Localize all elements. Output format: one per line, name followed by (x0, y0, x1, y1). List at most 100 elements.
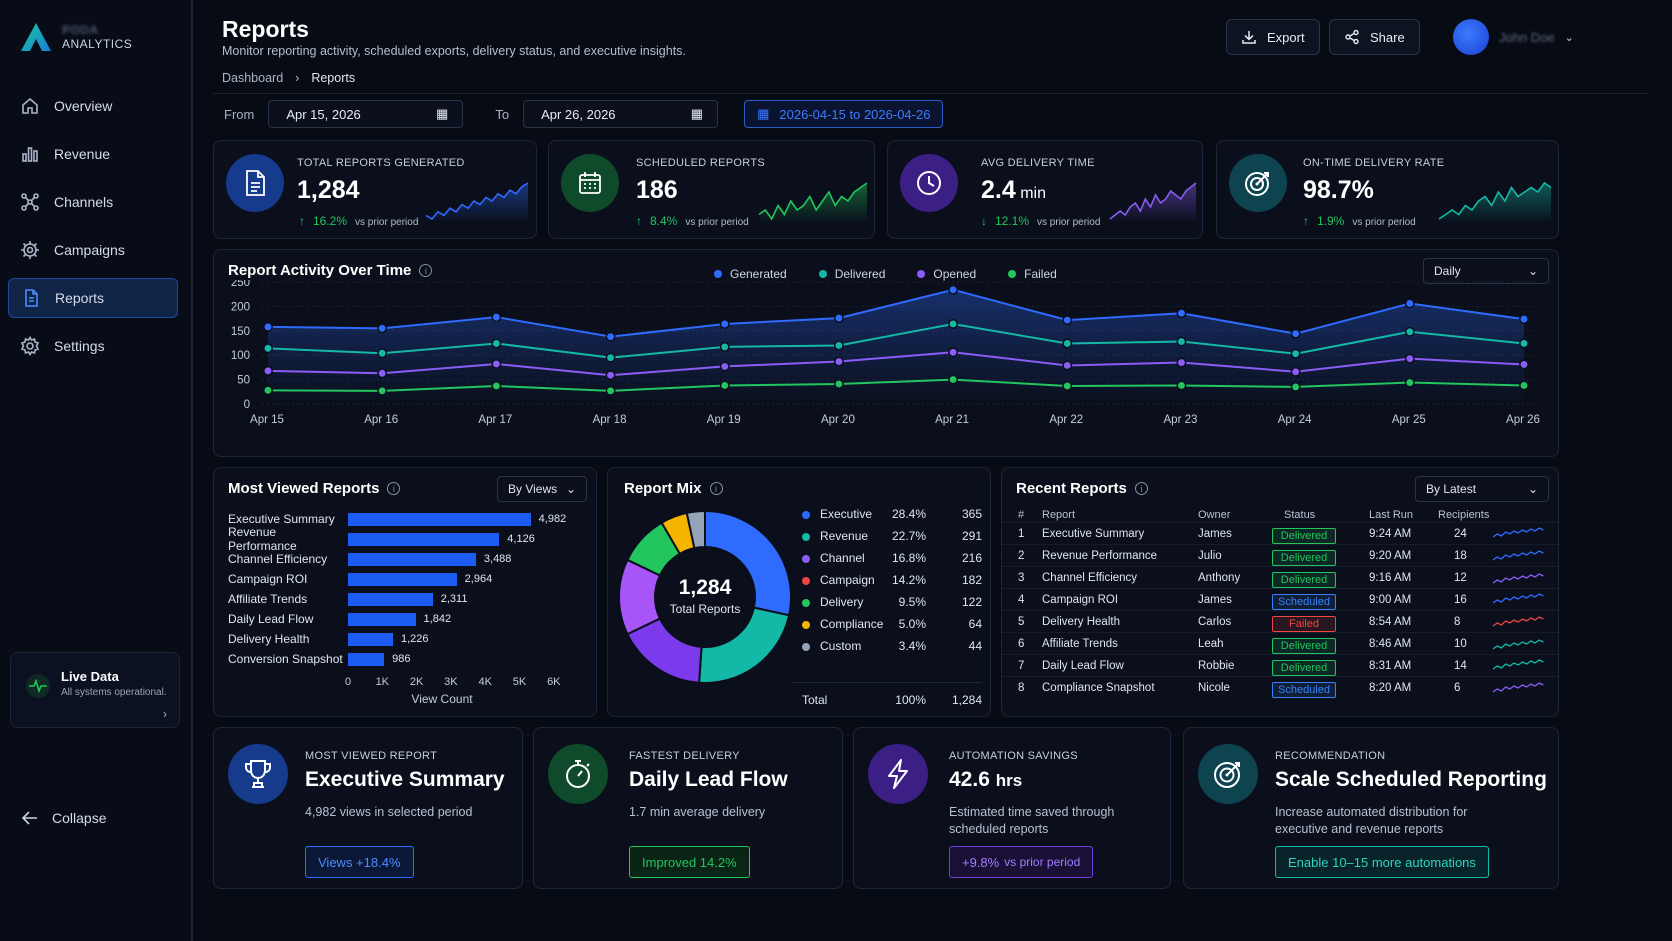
to-date-input[interactable]: Apr 26, 2026 ▦ (523, 100, 719, 128)
user-menu[interactable]: John Doe ⌄ (1453, 19, 1574, 55)
info-icon[interactable]: i (1134, 482, 1148, 495)
legend-item-opened[interactable]: Opened (917, 267, 976, 281)
sidebar-item-label: Channels (54, 194, 114, 210)
bar-row[interactable]: Channel Efficiency 3,488 (228, 551, 511, 567)
kpi-delta-value: 16.2% (313, 214, 348, 228)
bar-row[interactable]: Conversion Snapshot 986 (228, 651, 411, 667)
legend-item-generated[interactable]: Generated (714, 267, 787, 281)
column-header[interactable]: Recipients (1438, 509, 1490, 521)
legend-item-delivered[interactable]: Delivered (818, 267, 885, 281)
insight-pill[interactable]: Views +18.4% (305, 846, 414, 878)
y-tick-label: 200 (231, 301, 250, 313)
breadcrumb-dashboard[interactable]: Dashboard (222, 71, 284, 85)
sort-value: By Latest (1426, 482, 1477, 496)
series-line-opened (267, 351, 1525, 377)
mix-count: 182 (961, 573, 982, 587)
mix-percent: 9.5% (898, 595, 926, 609)
table-row[interactable]: 5 Delivery Health Carlos Failed 8:54 AM 8 (1002, 610, 1560, 632)
sidebar-item-campaigns[interactable]: Campaigns (8, 230, 178, 270)
insight-pill[interactable]: Improved 14.2% (629, 846, 750, 878)
recipients-count: 6 (1454, 682, 1461, 694)
insight-pill[interactable]: +9.8% vs prior period (949, 846, 1094, 878)
from-date-input[interactable]: Apr 15, 2026 ▦ (268, 100, 464, 128)
mix-legend-row[interactable]: Campaign 14.2% 182 (802, 573, 982, 589)
row-sparkline-line (1492, 682, 1544, 693)
status-badge: Scheduled (1272, 594, 1336, 610)
table-row[interactable]: 4 Campaign ROI James Scheduled 9:00 AM 16 (1002, 588, 1560, 610)
bar-chart-axis: 0 1K 2K 3K 4K 5K 6K View Count (345, 676, 561, 706)
live-data-panel[interactable]: Live Data All systems operational. › (10, 652, 180, 728)
sidebar-item-revenue[interactable]: Revenue (8, 134, 178, 174)
table-row[interactable]: 1 Executive Summary James Delivered 9:24 AM 2… (1002, 522, 1560, 544)
column-header[interactable]: # (1018, 509, 1025, 521)
recent-reports-title: Recent Reports i (1016, 480, 1148, 497)
bar-value-label: 1,226 (400, 633, 429, 645)
sort-by-views-select[interactable]: By Views ⌄ (497, 476, 587, 502)
data-point-failed (263, 385, 273, 396)
mix-legend-row[interactable]: Custom 3.4% 44 (802, 639, 982, 655)
info-icon[interactable]: i (709, 482, 723, 495)
chevron-right-icon[interactable]: › (163, 707, 167, 721)
data-point-generated (605, 331, 616, 342)
sidebar-item-channels[interactable]: Channels (8, 182, 178, 222)
table-row[interactable]: 8 Compliance Snapshot Nicole Scheduled 8:20 … (1002, 676, 1560, 698)
bar-category-label: Delivery Health (228, 632, 310, 646)
chart-legend: Generated Delivered Opened Failed (714, 267, 1057, 281)
bar-row[interactable]: Delivery Health 1,226 (228, 631, 428, 647)
bar-row[interactable]: Campaign ROI 2,964 (228, 571, 492, 587)
home-icon (22, 97, 38, 114)
data-point-generated (948, 284, 959, 295)
export-button[interactable]: Export (1226, 19, 1320, 55)
info-icon[interactable]: i (387, 482, 401, 495)
mix-percent: 16.8% (891, 551, 926, 565)
table-row[interactable]: 6 Affiliate Trends Leah Delivered 8:46 AM 10 (1002, 632, 1560, 654)
bar-row[interactable]: Revenue Performance 4,126 (228, 525, 535, 553)
donut-center-value: 1,284 (678, 576, 732, 599)
logo[interactable]: PODA ANALYTICS (20, 22, 132, 52)
mix-legend-row[interactable]: Revenue 22.7% 291 (802, 529, 982, 545)
sort-by-latest-select[interactable]: By Latest ⌄ (1415, 476, 1549, 502)
collapse-button[interactable]: Collapse (22, 810, 106, 826)
legend-item-failed[interactable]: Failed (1008, 267, 1057, 281)
column-header[interactable]: Status (1284, 509, 1316, 521)
data-point-delivered (605, 352, 616, 363)
bar-value-label: 3,488 (483, 553, 512, 565)
insight-title: Scale Scheduled Reporting (1275, 768, 1547, 791)
table-row[interactable]: 3 Channel Efficiency Anthony Delivered 9:16 … (1002, 566, 1560, 588)
mix-legend-row[interactable]: Compliance 5.0% 64 (802, 617, 982, 633)
column-header[interactable]: Report (1042, 509, 1076, 521)
donut-center-label: Total Reports (669, 602, 741, 616)
table-row[interactable]: 7 Daily Lead Flow Robbie Delivered 8:31 AM 14 (1002, 654, 1560, 676)
granularity-select[interactable]: Daily ⌄ (1423, 258, 1549, 284)
mix-legend-row[interactable]: Delivery 9.5% 122 (802, 595, 982, 611)
date-range-chip[interactable]: ▦ 2026-04-15 to 2026-04-26 (744, 100, 944, 128)
sidebar-item-reports[interactable]: Reports (8, 278, 178, 318)
kpi-sparkline (1438, 181, 1552, 223)
bar-category-label: Campaign ROI (228, 572, 308, 586)
sidebar-item-settings[interactable]: Settings (8, 326, 178, 366)
bar-chart-icon (22, 147, 38, 162)
share-button[interactable]: Share (1329, 19, 1420, 55)
kpi-delta-value: 1.9% (1317, 214, 1345, 228)
bar-row[interactable]: Executive Summary 4,982 (228, 511, 566, 527)
bar-row[interactable]: Daily Lead Flow 1,842 (228, 611, 451, 627)
info-icon[interactable]: i (419, 264, 433, 277)
column-header[interactable]: Last Run (1369, 509, 1414, 521)
sidebar-item-overview[interactable]: Overview (8, 86, 178, 126)
mix-legend-row[interactable]: Executive 28.4% 365 (802, 507, 982, 523)
chevron-down-icon: ⌄ (565, 482, 576, 496)
bar-row[interactable]: Affiliate Trends 2,311 (228, 591, 467, 607)
data-point-delivered (948, 319, 959, 329)
breadcrumb-reports: Reports (311, 71, 356, 85)
mix-legend-row[interactable]: Channel 16.8% 216 (802, 551, 982, 567)
bar (348, 652, 385, 666)
table-row[interactable]: 2 Revenue Performance Julio Delivered 9:20 A… (1002, 544, 1560, 566)
insight-pill[interactable]: Enable 10–15 more automations (1275, 846, 1489, 878)
column-header[interactable]: Owner (1198, 509, 1231, 521)
x-tick-label: Apr 15 (250, 414, 284, 426)
mix-percent: 14.2% (891, 573, 926, 587)
sidebar-item-label: Reports (55, 290, 105, 306)
data-point-opened (1290, 366, 1301, 377)
bar (348, 592, 433, 606)
kpi-value-number: 2.4 (981, 176, 1016, 204)
